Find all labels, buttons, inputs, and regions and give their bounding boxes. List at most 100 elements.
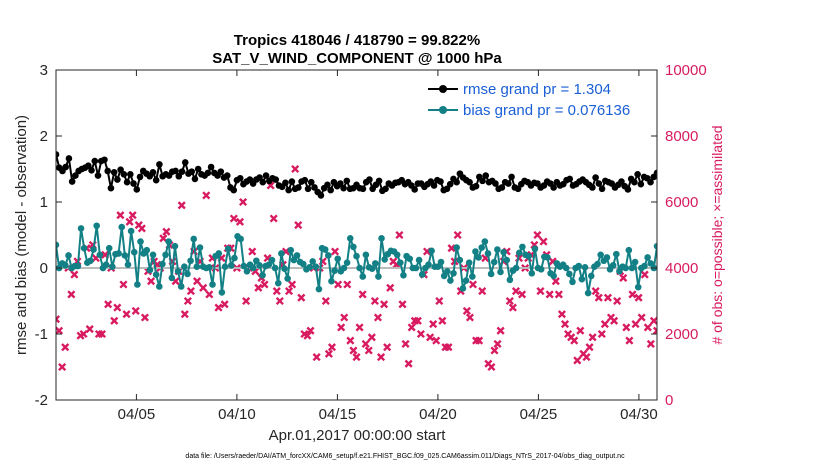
obs-point — [113, 303, 122, 312]
rmse-point — [272, 176, 280, 183]
obs-point — [352, 353, 361, 362]
bias-point — [603, 254, 611, 261]
bias-point — [93, 222, 100, 230]
obs-point — [573, 356, 582, 365]
rmse-point — [194, 165, 202, 173]
bias-point — [584, 289, 592, 297]
obs-point — [652, 326, 657, 335]
obs-point — [643, 323, 652, 332]
bias-point — [578, 275, 586, 283]
obs-point — [429, 320, 438, 329]
rmse-point — [411, 186, 418, 193]
rmse-point — [618, 178, 625, 185]
rmse-point — [256, 174, 263, 181]
obs-point — [85, 325, 94, 334]
obs-point — [306, 326, 315, 335]
bias-point — [537, 266, 545, 273]
obs-point — [358, 290, 367, 299]
bias-point — [528, 269, 536, 277]
rmse-point — [589, 184, 596, 191]
obs-point — [140, 313, 149, 322]
obs-point — [380, 300, 389, 309]
bias-point — [130, 248, 138, 256]
bias-point — [105, 244, 113, 252]
bias-point — [325, 252, 332, 259]
bias-point — [428, 247, 435, 255]
bias-point — [625, 246, 633, 254]
rmse-point — [85, 162, 92, 169]
rmse-point — [65, 155, 73, 162]
obs-point — [533, 230, 542, 240]
rmse-point — [123, 178, 131, 186]
bias-point — [400, 271, 407, 279]
bias-point — [74, 262, 82, 270]
rmse-point — [127, 170, 134, 178]
obs-point — [383, 343, 392, 352]
bias-point — [159, 260, 166, 268]
y-axis-left-label: rmse and bias (model - observation) — [13, 115, 30, 355]
bias-point — [193, 263, 201, 270]
y-left-tick-label: -1 — [35, 326, 48, 343]
x-tick-label: 04/25 — [520, 406, 558, 423]
obs-point — [202, 191, 211, 200]
rmse-point — [68, 178, 76, 185]
obs-point — [585, 343, 594, 352]
y-right-tick-label: 4000 — [665, 260, 698, 277]
obs-point — [594, 293, 603, 302]
rmse-point — [178, 168, 186, 175]
rmse-point — [191, 175, 199, 183]
obs-point — [478, 287, 487, 296]
obs-point — [235, 217, 245, 226]
obs-point — [159, 234, 168, 243]
bias-point — [503, 256, 511, 264]
obs-point — [631, 320, 640, 329]
bias-point — [437, 258, 445, 266]
legend-box — [420, 76, 650, 122]
bias-point — [221, 263, 229, 270]
bias-point — [215, 250, 223, 257]
rmse-point — [595, 180, 603, 187]
obs-point — [205, 290, 214, 299]
bias-point — [613, 250, 620, 258]
obs-point — [137, 224, 146, 233]
rmse-point — [62, 163, 69, 171]
bias-point — [634, 283, 642, 291]
rmse-point — [382, 185, 389, 193]
bias-point — [290, 256, 298, 264]
rmse-point — [259, 178, 267, 186]
bias-point — [406, 255, 414, 263]
bias-point — [418, 271, 426, 278]
bias-point — [121, 252, 129, 259]
legend-rmse-marker — [439, 85, 447, 93]
bias-point — [334, 255, 342, 263]
obs-point — [131, 306, 140, 315]
obs-point — [625, 336, 634, 345]
obs-point — [628, 290, 637, 299]
obs-point — [67, 290, 76, 299]
bias-point — [544, 254, 551, 261]
y-axis-left: -2 -1 0 1 2 3 — [35, 62, 62, 409]
obs-point — [122, 310, 131, 319]
rmse-point — [324, 181, 331, 189]
bias-point — [278, 250, 285, 257]
rmse-point — [72, 172, 79, 179]
rmse-point — [204, 169, 212, 177]
rmse-point — [637, 180, 645, 188]
obs-point — [56, 326, 64, 335]
obs-point — [199, 283, 208, 292]
bias-point — [616, 268, 623, 275]
bias-point — [240, 262, 248, 270]
rmse-point — [505, 180, 512, 187]
rmse-point — [366, 176, 373, 183]
obs-point — [490, 346, 499, 355]
obs-point — [242, 296, 251, 306]
bias-point — [224, 245, 232, 253]
bias-point — [174, 268, 182, 275]
x-tick-label: 04/05 — [118, 406, 156, 423]
obs-point — [597, 329, 606, 339]
legend-bias-label: bias grand pr = 0.076136 — [463, 102, 630, 119]
rmse-point — [149, 169, 157, 176]
obs-point — [640, 270, 649, 279]
bias-point — [456, 256, 464, 264]
